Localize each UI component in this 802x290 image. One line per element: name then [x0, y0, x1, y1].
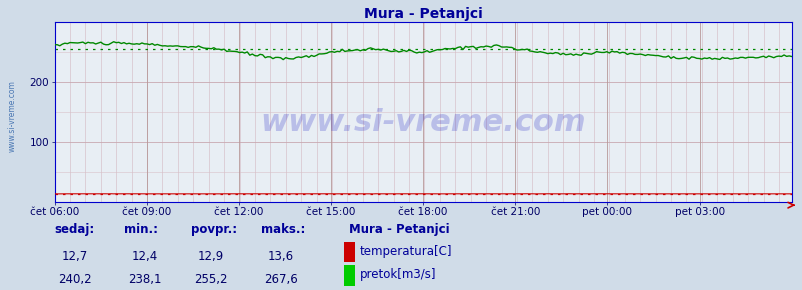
- Text: www.si-vreme.com: www.si-vreme.com: [260, 108, 585, 137]
- Text: min.:: min.:: [124, 224, 158, 236]
- Text: 12,7: 12,7: [62, 250, 87, 262]
- Text: 13,6: 13,6: [268, 250, 294, 262]
- Text: www.si-vreme.com: www.si-vreme.com: [8, 80, 17, 152]
- Text: 240,2: 240,2: [58, 273, 91, 286]
- Text: sedaj:: sedaj:: [55, 224, 95, 236]
- Text: povpr.:: povpr.:: [191, 224, 237, 236]
- Title: Mura - Petanjci: Mura - Petanjci: [363, 7, 482, 21]
- Text: 267,6: 267,6: [264, 273, 298, 286]
- Text: maks.:: maks.:: [261, 224, 305, 236]
- Text: pretok[m3/s]: pretok[m3/s]: [359, 269, 435, 281]
- Text: 255,2: 255,2: [194, 273, 228, 286]
- Text: temperatura[C]: temperatura[C]: [359, 245, 452, 258]
- Text: 12,9: 12,9: [198, 250, 224, 262]
- Text: Mura - Petanjci: Mura - Petanjci: [349, 224, 449, 236]
- Text: 12,4: 12,4: [132, 250, 157, 262]
- Text: 238,1: 238,1: [128, 273, 161, 286]
